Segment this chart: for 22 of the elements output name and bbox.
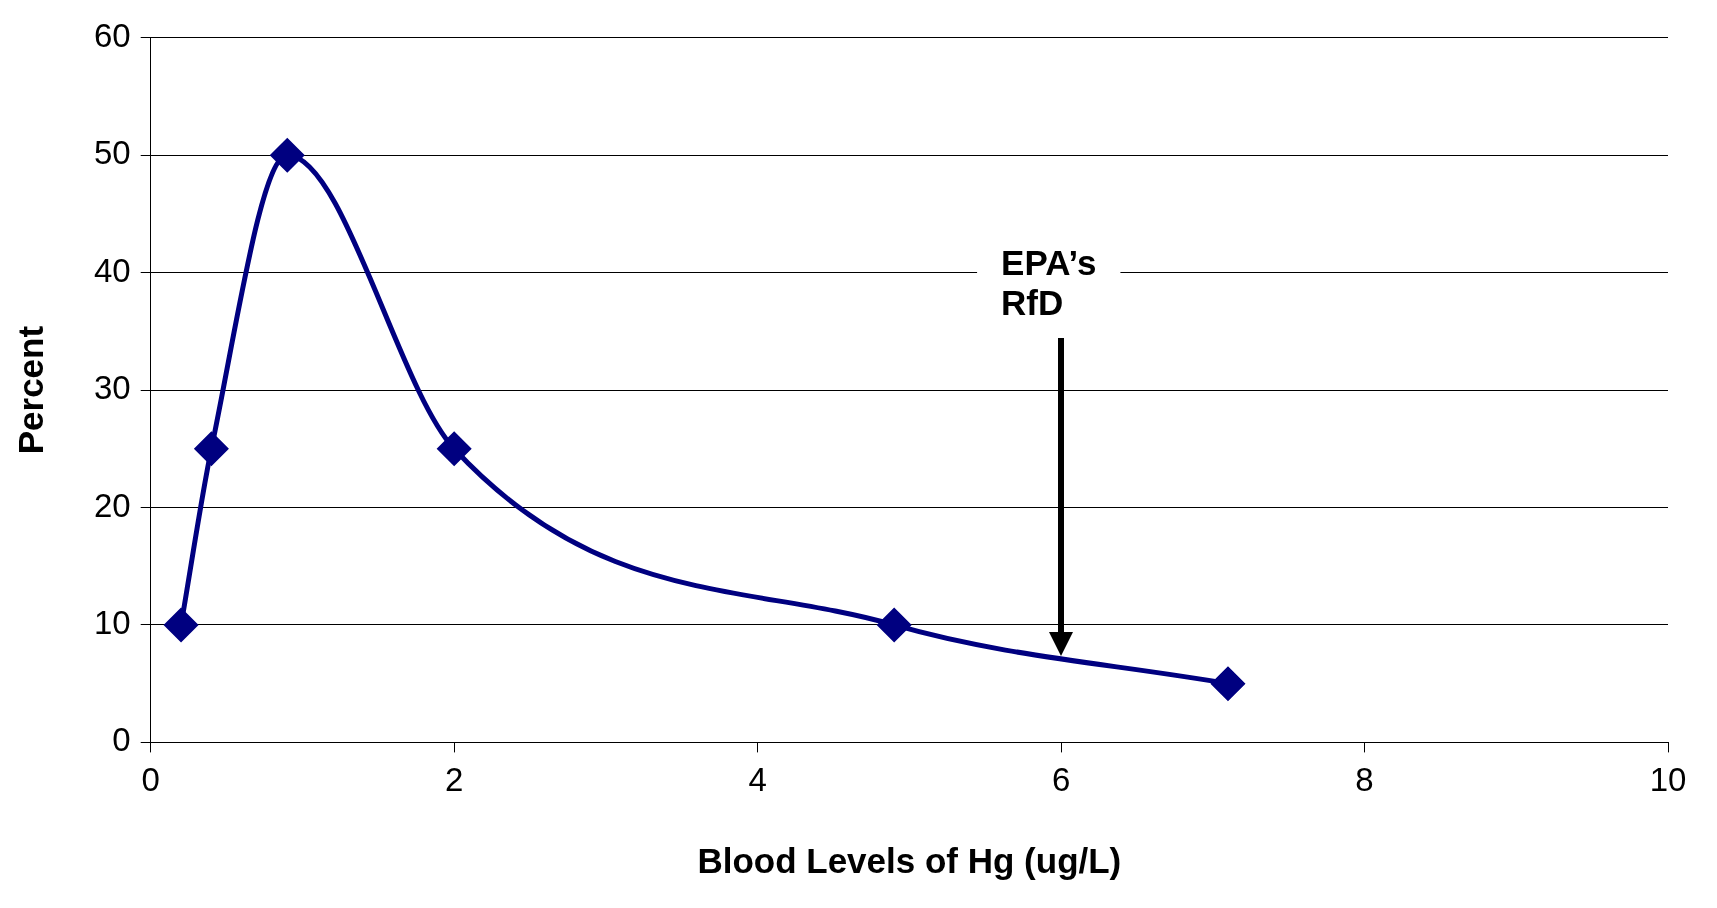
point bbox=[164, 608, 198, 642]
x-axis-title: Blood Levels of Hg (ug/L) bbox=[697, 840, 1122, 880]
x-tick-label: 4 bbox=[748, 761, 767, 799]
annotation: EPA’s RfD bbox=[1001, 242, 1097, 322]
point bbox=[270, 138, 304, 172]
y-tick-label: 20 bbox=[93, 486, 131, 524]
point bbox=[437, 432, 471, 466]
point bbox=[877, 608, 911, 642]
point bbox=[1211, 667, 1245, 701]
x-tick-label: 8 bbox=[1355, 761, 1374, 799]
y-tick-label: 10 bbox=[93, 604, 131, 642]
y-tick-label: 0 bbox=[112, 721, 131, 759]
x-tick-label: 2 bbox=[444, 761, 464, 799]
y-tick-label: 50 bbox=[93, 134, 131, 172]
x-tick-label: 6 bbox=[1051, 761, 1071, 799]
point bbox=[194, 432, 228, 466]
x-tick-label: 10 bbox=[1649, 761, 1687, 799]
y-axis-title: Percent bbox=[10, 325, 50, 455]
x-tick-label: 0 bbox=[141, 761, 160, 799]
y-tick-label: 40 bbox=[93, 251, 131, 289]
y-tick-label: 30 bbox=[93, 369, 131, 407]
y-tick-label: 60 bbox=[93, 16, 131, 54]
